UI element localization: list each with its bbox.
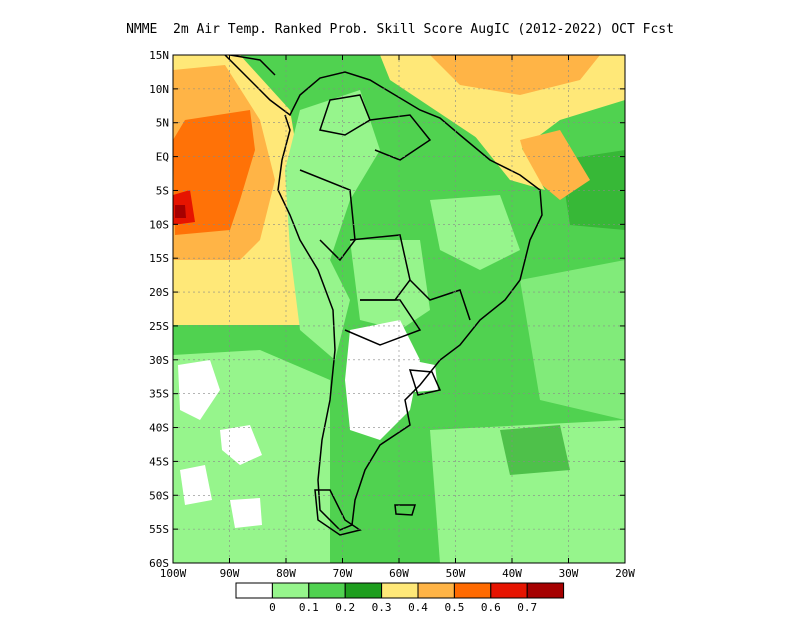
skill-field (173, 55, 625, 563)
colorbar-label: 0.3 (372, 601, 392, 614)
lon-label: 70W (333, 567, 353, 580)
lat-label: 50S (149, 489, 169, 502)
lat-label: 15N (149, 49, 169, 62)
colorbar-label: 0.7 (517, 601, 537, 614)
lon-label: 20W (615, 567, 635, 580)
lat-label: 10S (149, 218, 169, 231)
lat-label: 30S (149, 354, 169, 367)
lon-label: 40W (502, 567, 522, 580)
lat-label: 35S (149, 388, 169, 401)
longitude-labels: 100W 90W 80W 70W 60W 50W 40W 30W 20W (160, 567, 636, 580)
colorbar-swatch (308, 582, 346, 599)
lat-label: 20S (149, 286, 169, 299)
colorbar-label: 0.1 (299, 601, 319, 614)
colorbar-label: 0.6 (481, 601, 501, 614)
lat-label: 55S (149, 523, 169, 536)
lon-label: 60W (389, 567, 409, 580)
colorbar-label: 0 (269, 601, 276, 614)
colorbar-label: 0.4 (408, 601, 428, 614)
lat-label: 10N (149, 83, 169, 96)
lon-label: 30W (559, 567, 579, 580)
lon-label: 100W (160, 567, 187, 580)
lat-label: EQ (156, 151, 169, 164)
colorbar-label: 0.5 (444, 601, 464, 614)
lat-label: 45S (149, 455, 169, 468)
colorbar-swatch (235, 582, 273, 599)
latitude-labels: 15N 10N 5N EQ 5S 10S 15S 20S 25S 30S 35S 40S 45S 50S 5… (149, 49, 169, 570)
axis-ticks (172, 54, 626, 564)
colorbar-swatch (271, 582, 310, 599)
colorbar-label: 0.2 (335, 601, 355, 614)
map-title: NMME 2m Air Temp. Ranked Prob. Skill Sco… (126, 22, 674, 37)
lat-label: 60S (149, 557, 169, 570)
lat-label: 25S (149, 320, 169, 333)
colorbar-swatch (344, 582, 383, 599)
colorbar-swatch (381, 582, 419, 599)
lon-label: 50W (446, 567, 466, 580)
colorbar-swatch (490, 582, 528, 599)
lat-label: 15S (149, 252, 169, 265)
colorbar: 0 0.1 0.2 0.3 0.4 0.5 0.6 0.7 (235, 582, 565, 614)
colorbar-swatch (526, 582, 565, 599)
lat-label: 5N (156, 117, 169, 130)
lon-label: 90W (220, 567, 240, 580)
lon-label: 80W (276, 567, 296, 580)
colorbar-swatch (417, 582, 455, 599)
colorbar-swatch (453, 582, 492, 599)
lat-label: 5S (156, 184, 169, 197)
grid-lines (173, 55, 625, 563)
lat-label: 40S (149, 422, 169, 435)
